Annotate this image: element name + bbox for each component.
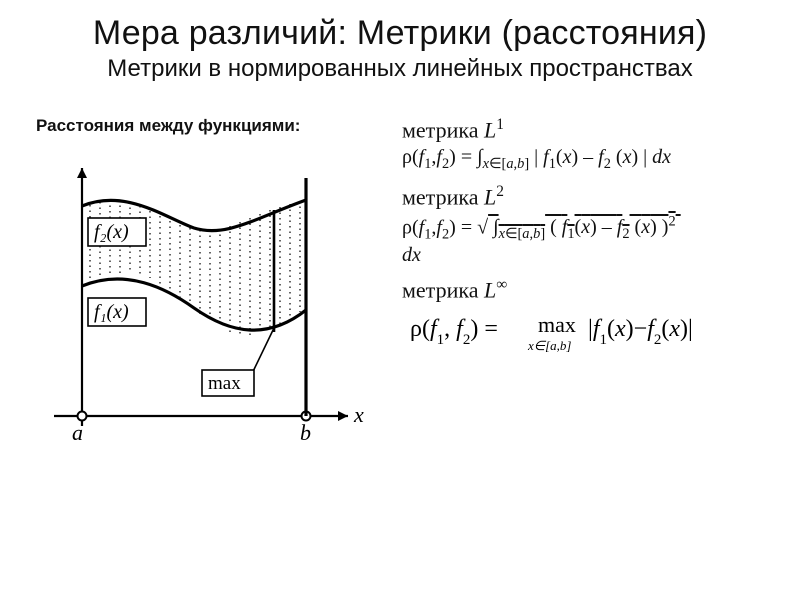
f1-label: f₁(x) bbox=[94, 301, 129, 323]
left-heading: Расстояния между функциями: bbox=[36, 116, 300, 136]
x-axis-label: x bbox=[353, 402, 364, 427]
functions-figure: a b x bbox=[36, 158, 376, 468]
metric-l1-formula: ρ(f1,f2) = ∫x∈[a,b] | f1(x) – f2 (x) | d… bbox=[402, 145, 782, 173]
svg-text:max: max bbox=[538, 312, 576, 337]
metric-l2-formula: ρ(f1,f2) = √ ∫x∈[a,b] ( f1(x) – f2 (x) )… bbox=[402, 213, 782, 269]
a-label: a bbox=[72, 420, 83, 445]
metric-l1-name: метрика L1 bbox=[402, 116, 782, 143]
max-label: max bbox=[208, 373, 241, 394]
svg-text:x∈[a,b]: x∈[a,b] bbox=[527, 338, 571, 353]
b-label: b bbox=[300, 420, 311, 445]
metric-linf-formula: ρ(f1, f2) = max x∈[a,b] |f1(x)−f2(x)| bbox=[402, 306, 782, 364]
metric-linf-name: метрика L∞ bbox=[402, 276, 782, 303]
svg-text:ρ(f1, f2) =: ρ(f1, f2) = bbox=[410, 316, 498, 348]
slide-subtitle: Метрики в нормированных линейных простра… bbox=[28, 55, 772, 83]
svg-text:|f1(x)−f2(x)|: |f1(x)−f2(x)| bbox=[588, 316, 693, 348]
f2-label: f₂(x) bbox=[94, 221, 129, 243]
metric-l2-name: метрика L2 bbox=[402, 183, 782, 210]
slide-title: Мера различий: Метрики (расстояния) bbox=[28, 14, 772, 53]
formulas-block: метрика L1 ρ(f1,f2) = ∫x∈[a,b] | f1(x) –… bbox=[402, 114, 782, 364]
